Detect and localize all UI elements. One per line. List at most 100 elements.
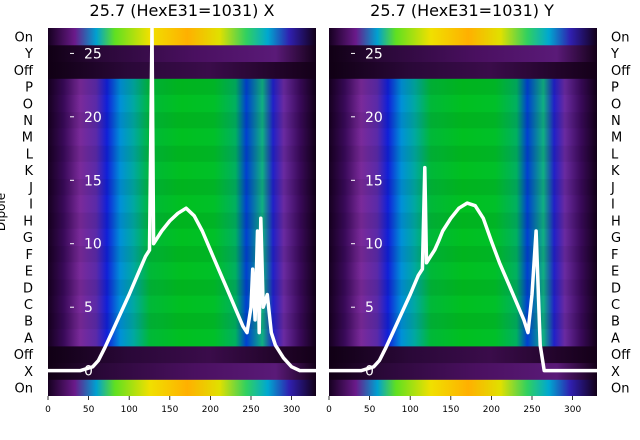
y-axis-label: Dipole (0, 193, 8, 231)
row-label: I (611, 198, 615, 213)
heatmap-row (329, 178, 597, 196)
row-label: L (26, 148, 34, 163)
overlay-y (329, 165, 597, 373)
heatmap-y (329, 28, 597, 396)
heatmap-row-shade (329, 212, 597, 229)
overlay-line (48, 28, 316, 373)
overlay-ticks-x: 0 5 10 15 20 25 (70, 46, 102, 380)
heatmap-row (48, 362, 316, 380)
chart-title-x: 25.7 (HexE31=1031) X (90, 1, 275, 20)
heatmap-row (48, 228, 316, 246)
x-ticks-x: 0 50 100 150 200 250 300 (45, 396, 300, 415)
x-tick-label: 50 (364, 405, 376, 415)
row-label: D (23, 281, 33, 296)
row-label: A (611, 332, 620, 347)
heatmap-row-shade (48, 278, 316, 296)
overlay-tick-label: 20 (84, 110, 102, 126)
row-label: E (25, 265, 33, 280)
heatmap-row-shade (48, 245, 316, 263)
overlay-tick-label: 5 (365, 300, 374, 316)
x-tick-label: 50 (83, 405, 95, 415)
row-label: M (611, 131, 622, 146)
heatmap-row (329, 61, 597, 79)
row-label: Off (611, 64, 631, 79)
row-label: A (24, 332, 33, 347)
overlay-tick-label: 25 (365, 46, 383, 62)
row-label: D (611, 281, 621, 296)
row-label: K (24, 164, 33, 179)
overlay-tick-label: 5 (84, 300, 93, 316)
row-label: B (24, 315, 33, 330)
heatmap-row (329, 345, 597, 364)
x-tick-label: 150 (442, 405, 459, 415)
x-ticks-y: 0 50 100 150 200 250 300 (326, 396, 581, 415)
heatmap-row-shade (329, 245, 597, 263)
x-tick-label: 200 (202, 405, 219, 415)
overlay-line (329, 165, 597, 373)
row-label: I (29, 198, 33, 213)
heatmap-row (329, 362, 597, 380)
heatmap-row-shade (48, 178, 316, 196)
row-label: Off (14, 348, 34, 363)
row-label: On (611, 382, 629, 397)
row-label: On (15, 382, 33, 397)
row-label: O (23, 97, 33, 112)
heatmap-row-shade (329, 278, 597, 296)
heatmap-row-shade (329, 145, 597, 162)
panel-y: 25.7 (HexE31=1031) Y OnXOffABCDEFGHIJKLM… (326, 1, 631, 415)
overlay-tick-label: 15 (84, 173, 102, 189)
heatmap-row (48, 128, 316, 146)
row-label: C (611, 298, 620, 313)
x-tick-label: 0 (326, 405, 332, 415)
heatmap-row (329, 94, 597, 113)
x-tick-label: 200 (483, 405, 500, 415)
row-label: O (611, 97, 621, 112)
overlay-tick-label: 15 (365, 173, 383, 189)
row-label: N (611, 114, 621, 129)
x-tick-label: 150 (161, 405, 178, 415)
row-label: H (611, 214, 621, 229)
heatmap-row (329, 111, 597, 129)
row-label: M (22, 131, 33, 146)
x-tick-label: 100 (121, 405, 138, 415)
row-label: P (611, 81, 619, 96)
heatmap-row (48, 329, 316, 347)
heatmap-row (48, 379, 316, 396)
x-tick-label: 250 (242, 405, 259, 415)
heatmap-row (48, 262, 316, 280)
heatmap-row (48, 145, 316, 163)
row-label: On (611, 30, 629, 45)
heatmap-row (329, 379, 597, 396)
heatmap-row-shade (48, 111, 316, 129)
x-tick-label: 100 (402, 405, 419, 415)
row-label: J (610, 181, 615, 196)
row-label: F (611, 248, 618, 263)
heatmap-row (329, 262, 597, 280)
heatmap-row-shade (329, 78, 597, 95)
heatmap-row (48, 245, 316, 263)
heatmap-row-shade (48, 145, 316, 162)
heatmap-row (329, 329, 597, 347)
overlay-tick-label: 10 (365, 237, 383, 253)
row-label: K (611, 164, 620, 179)
overlay-tick-label: 20 (365, 110, 383, 126)
overlay-ticks-y: 0 5 10 15 20 25 (351, 46, 383, 380)
heatmap-row (48, 295, 316, 313)
heatmap-row (329, 145, 597, 163)
row-label: E (611, 265, 619, 280)
row-label: H (23, 214, 33, 229)
heatmap-row (329, 278, 597, 297)
heatmap-row-shade (48, 212, 316, 229)
heatmap-x (48, 28, 316, 396)
row-label: N (23, 114, 33, 129)
heatmap-row (48, 94, 316, 113)
overlay-tick-label: 0 (365, 364, 374, 380)
x-tick-label: 250 (523, 405, 540, 415)
x-tick-label: 300 (283, 405, 300, 415)
x-tick-label: 0 (45, 405, 51, 415)
row-label: Off (611, 348, 631, 363)
heatmap-row (329, 161, 597, 180)
heatmap-row (48, 178, 316, 196)
